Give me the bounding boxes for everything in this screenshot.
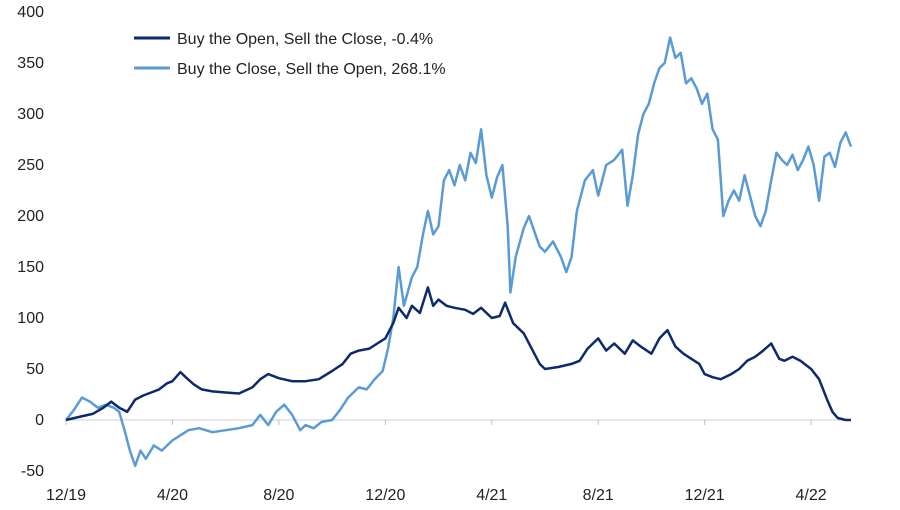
y-tick-label: 200	[17, 208, 44, 225]
legend-label: Buy the Open, Sell the Close, -0.4%	[177, 31, 433, 48]
legend: Buy the Open, Sell the Close, -0.4% Buy t…	[134, 31, 446, 78]
x-tick-label: 12/20	[365, 487, 405, 504]
x-tick-label: 12/21	[685, 487, 725, 504]
x-axis-tick-labels: 12/19 4/20 8/20 12/20 4/21 8/21 12/21 4/22	[46, 487, 827, 504]
y-tick-label: 300	[17, 106, 44, 123]
y-tick-label: 350	[17, 55, 44, 72]
legend-label: Buy the Close, Sell the Open, 268.1%	[177, 61, 446, 78]
y-tick-label: 400	[17, 4, 44, 21]
y-tick-label: 100	[17, 310, 44, 327]
y-tick-label: 150	[17, 259, 44, 276]
x-tick-label: 4/22	[796, 487, 827, 504]
x-tick-label: 12/19	[46, 487, 86, 504]
y-tick-label: -50	[21, 463, 44, 480]
x-tick-label: 4/21	[476, 487, 507, 504]
y-tick-label: 0	[35, 412, 44, 429]
y-tick-label: 250	[17, 157, 44, 174]
x-tick-label: 4/20	[157, 487, 188, 504]
x-tick-label: 8/20	[263, 487, 294, 504]
series-lines	[65, 36, 853, 468]
x-axis-ticks	[65, 420, 812, 425]
series-line-buy-close-sell-open	[65, 36, 853, 468]
series-line-buy-open-sell-close	[65, 286, 851, 422]
y-axis-tick-labels: -50 0 50 100 150 200 250 300 350 400	[17, 4, 44, 480]
y-tick-label: 50	[26, 361, 44, 378]
x-tick-label: 8/21	[583, 487, 614, 504]
